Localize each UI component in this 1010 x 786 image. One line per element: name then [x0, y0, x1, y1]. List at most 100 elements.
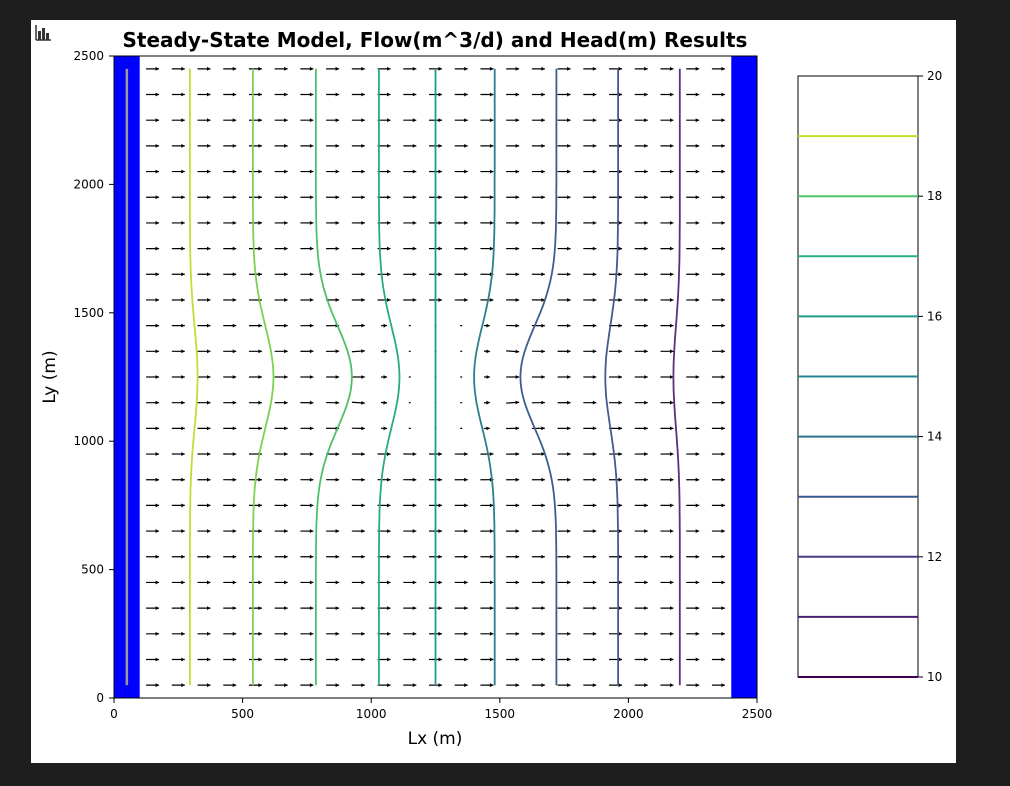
flow-arrow	[326, 143, 340, 148]
flow-arrow	[711, 477, 725, 482]
flow-arrow	[171, 400, 185, 405]
flow-arrow	[197, 657, 211, 662]
flow-arrow	[171, 221, 185, 225]
flow-arrow	[531, 195, 545, 200]
flow-arrow	[711, 580, 725, 585]
flow-arrow	[274, 349, 288, 354]
flow-arrow	[403, 580, 417, 585]
flow-arrow	[583, 426, 597, 431]
flow-arrow	[583, 272, 597, 277]
flow-arrow	[583, 66, 597, 71]
flow-arrow	[609, 66, 623, 71]
flow-arrow	[660, 580, 674, 585]
flow-arrow	[557, 221, 571, 225]
flow-arrow	[403, 631, 417, 636]
flow-arrow	[531, 92, 545, 97]
flow-arrow	[197, 426, 211, 431]
contour-11	[672, 68, 681, 686]
flow-arrow	[686, 529, 700, 533]
flow-arrow	[223, 631, 237, 636]
flow-arrow	[583, 323, 597, 328]
flow-arrow	[634, 195, 648, 200]
flow-arrow	[248, 631, 262, 636]
flow-arrow	[609, 118, 623, 123]
flow-arrow	[686, 66, 700, 71]
contour-13	[519, 68, 558, 686]
flow-arrow	[274, 66, 288, 71]
flow-arrow	[557, 195, 571, 200]
flow-arrow	[326, 169, 340, 174]
flow-arrow	[480, 246, 494, 251]
flow-arrow	[223, 452, 237, 456]
flow-arrow	[557, 118, 571, 123]
flow-arrow	[403, 452, 417, 456]
flow-arrow	[454, 66, 468, 71]
flow-arrow	[583, 143, 597, 148]
flow-arrow	[557, 375, 571, 379]
flow-arrow	[223, 169, 237, 174]
flow-arrow	[660, 477, 674, 482]
contour-18	[251, 68, 275, 686]
flow-arrow	[146, 66, 160, 71]
flow-arrow	[326, 92, 340, 97]
bar-chart-icon[interactable]	[33, 23, 53, 43]
flow-arrow	[274, 606, 288, 611]
flow-arrow	[480, 66, 494, 71]
flow-arrow	[300, 169, 314, 174]
flow-arrow	[686, 554, 700, 559]
flow-arrow	[351, 298, 365, 302]
flow-arrow	[326, 683, 340, 688]
flow-arrow	[351, 195, 365, 200]
flow-arrow	[403, 169, 417, 174]
flow-arrow	[300, 118, 314, 123]
flow-arrow	[660, 298, 674, 302]
flow-arrow	[454, 195, 468, 200]
flow-arrow	[171, 66, 185, 71]
flow-arrow	[274, 246, 288, 251]
flow-arrow	[223, 349, 237, 354]
flow-arrow	[146, 143, 160, 148]
flow-arrow	[609, 246, 623, 251]
flow-arrow	[300, 92, 314, 97]
flow-arrow	[660, 246, 674, 251]
flow-arrow	[197, 221, 211, 225]
flow-arrow	[300, 657, 314, 662]
flow-arrow	[300, 503, 314, 508]
flow-arrow	[506, 503, 520, 508]
flow-arrow	[248, 554, 262, 559]
x-tick-label: 2000	[613, 707, 644, 721]
flow-arrow	[223, 220, 237, 225]
flow-arrow	[300, 631, 314, 636]
flow-arrow	[171, 246, 185, 251]
flow-arrow	[326, 452, 340, 456]
flow-arrow	[634, 400, 648, 405]
flow-arrow	[274, 92, 288, 97]
flow-arrow	[711, 92, 725, 97]
flow-arrow	[146, 426, 160, 431]
flow-arrow	[557, 452, 571, 456]
flow-arrow	[197, 400, 211, 405]
flow-arrow	[711, 375, 725, 379]
flow-arrow	[197, 529, 211, 533]
flow-arrow	[274, 683, 288, 688]
flow-arrow	[197, 606, 211, 611]
flow-arrow	[634, 554, 648, 559]
flow-arrow	[506, 580, 520, 585]
flow-arrow	[248, 529, 262, 534]
flow-arrow	[483, 375, 490, 379]
flow-arrow	[223, 118, 237, 123]
flow-arrow	[454, 631, 468, 636]
flow-arrow	[686, 92, 700, 97]
flow-arrow	[351, 606, 365, 611]
flow-arrow	[480, 554, 494, 559]
flow-arrow	[686, 349, 700, 354]
flow-arrow	[171, 580, 185, 585]
flow-arrow	[609, 298, 623, 302]
flow-arrow	[274, 631, 288, 636]
flow-arrow	[351, 349, 365, 354]
flow-arrow	[609, 606, 623, 611]
flow-arrow	[557, 143, 571, 148]
flow-arrow	[146, 529, 160, 533]
flow-arrow	[609, 349, 623, 354]
flow-arrow	[274, 400, 288, 405]
